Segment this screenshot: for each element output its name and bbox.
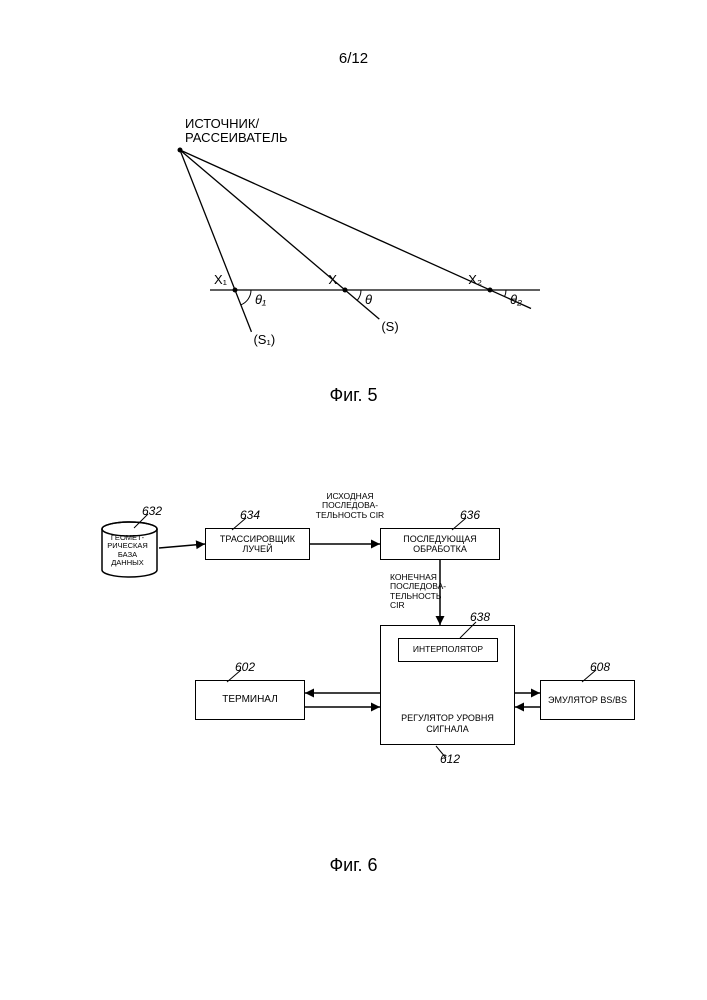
svg-text:θ₂: θ₂ xyxy=(510,292,522,307)
ref-632-leader xyxy=(130,512,150,532)
ref-634-leader xyxy=(230,516,248,534)
ref-612-leader xyxy=(434,742,452,760)
interpolator-box: ИНТЕРПОЛЯТОР xyxy=(398,638,498,662)
svg-text:РАССЕИВАТЕЛЬ: РАССЕИВАТЕЛЬ xyxy=(185,130,288,145)
svg-text:ИСТОЧНИК/: ИСТОЧНИК/ xyxy=(185,116,259,131)
final-cir-label: КОНЕЧНАЯПОСЛЕДОВА-ТЕЛЬНОСТЬCIR xyxy=(390,573,460,610)
ref-638-leader xyxy=(458,620,478,640)
terminal-box: ТЕРМИНАЛ xyxy=(195,680,305,720)
svg-text:θ: θ xyxy=(365,292,372,307)
ref-608-leader xyxy=(580,668,598,686)
svg-text:θ₁: θ₁ xyxy=(255,292,266,307)
svg-text:(S): (S) xyxy=(381,319,398,334)
svg-text:X₂: X₂ xyxy=(468,272,482,287)
ref-636-leader xyxy=(450,516,468,534)
figure-6-caption: Фиг. 6 xyxy=(0,855,707,876)
bs-emulator-box: ЭМУЛЯТОР BS/BS xyxy=(540,680,635,720)
post-processing-box: ПОСЛЕДУЮЩАЯОБРАБОТКА xyxy=(380,528,500,560)
ray-tracer-box: ТРАССИРОВЩИКЛУЧЕЙ xyxy=(205,528,310,560)
ref-602-leader xyxy=(225,668,243,686)
figure-5-geometry-diagram: ИСТОЧНИК/РАССЕИВАТЕЛЬ X₁ θ₁ (S₁) Xθ (S) X₂ θ₂ xyxy=(120,110,600,370)
page-number: 6/12 xyxy=(0,50,707,67)
signal-level-regulator-label: РЕГУЛЯТОР УРОВНЯСИГНАЛА xyxy=(401,713,494,734)
geometry-database-label: ГЕОМЕТ-РИЧЕСКАЯБАЗАДАННЫХ xyxy=(103,534,152,567)
figure-6-connectors xyxy=(100,480,640,780)
svg-text:X: X xyxy=(328,272,337,287)
svg-text:X₁: X₁ xyxy=(214,272,228,287)
figure-5-caption: Фиг. 5 xyxy=(0,385,707,406)
initial-cir-label: ИСХОДНАЯПОСЛЕДОВА-ТЕЛЬНОСТЬ CIR xyxy=(310,492,390,520)
figure-6-block-diagram: ГЕОМЕТ-РИЧЕСКАЯБАЗАДАННЫХ 632 ТРАССИРОВЩ… xyxy=(100,480,620,830)
svg-text:(S₁): (S₁) xyxy=(253,332,275,347)
